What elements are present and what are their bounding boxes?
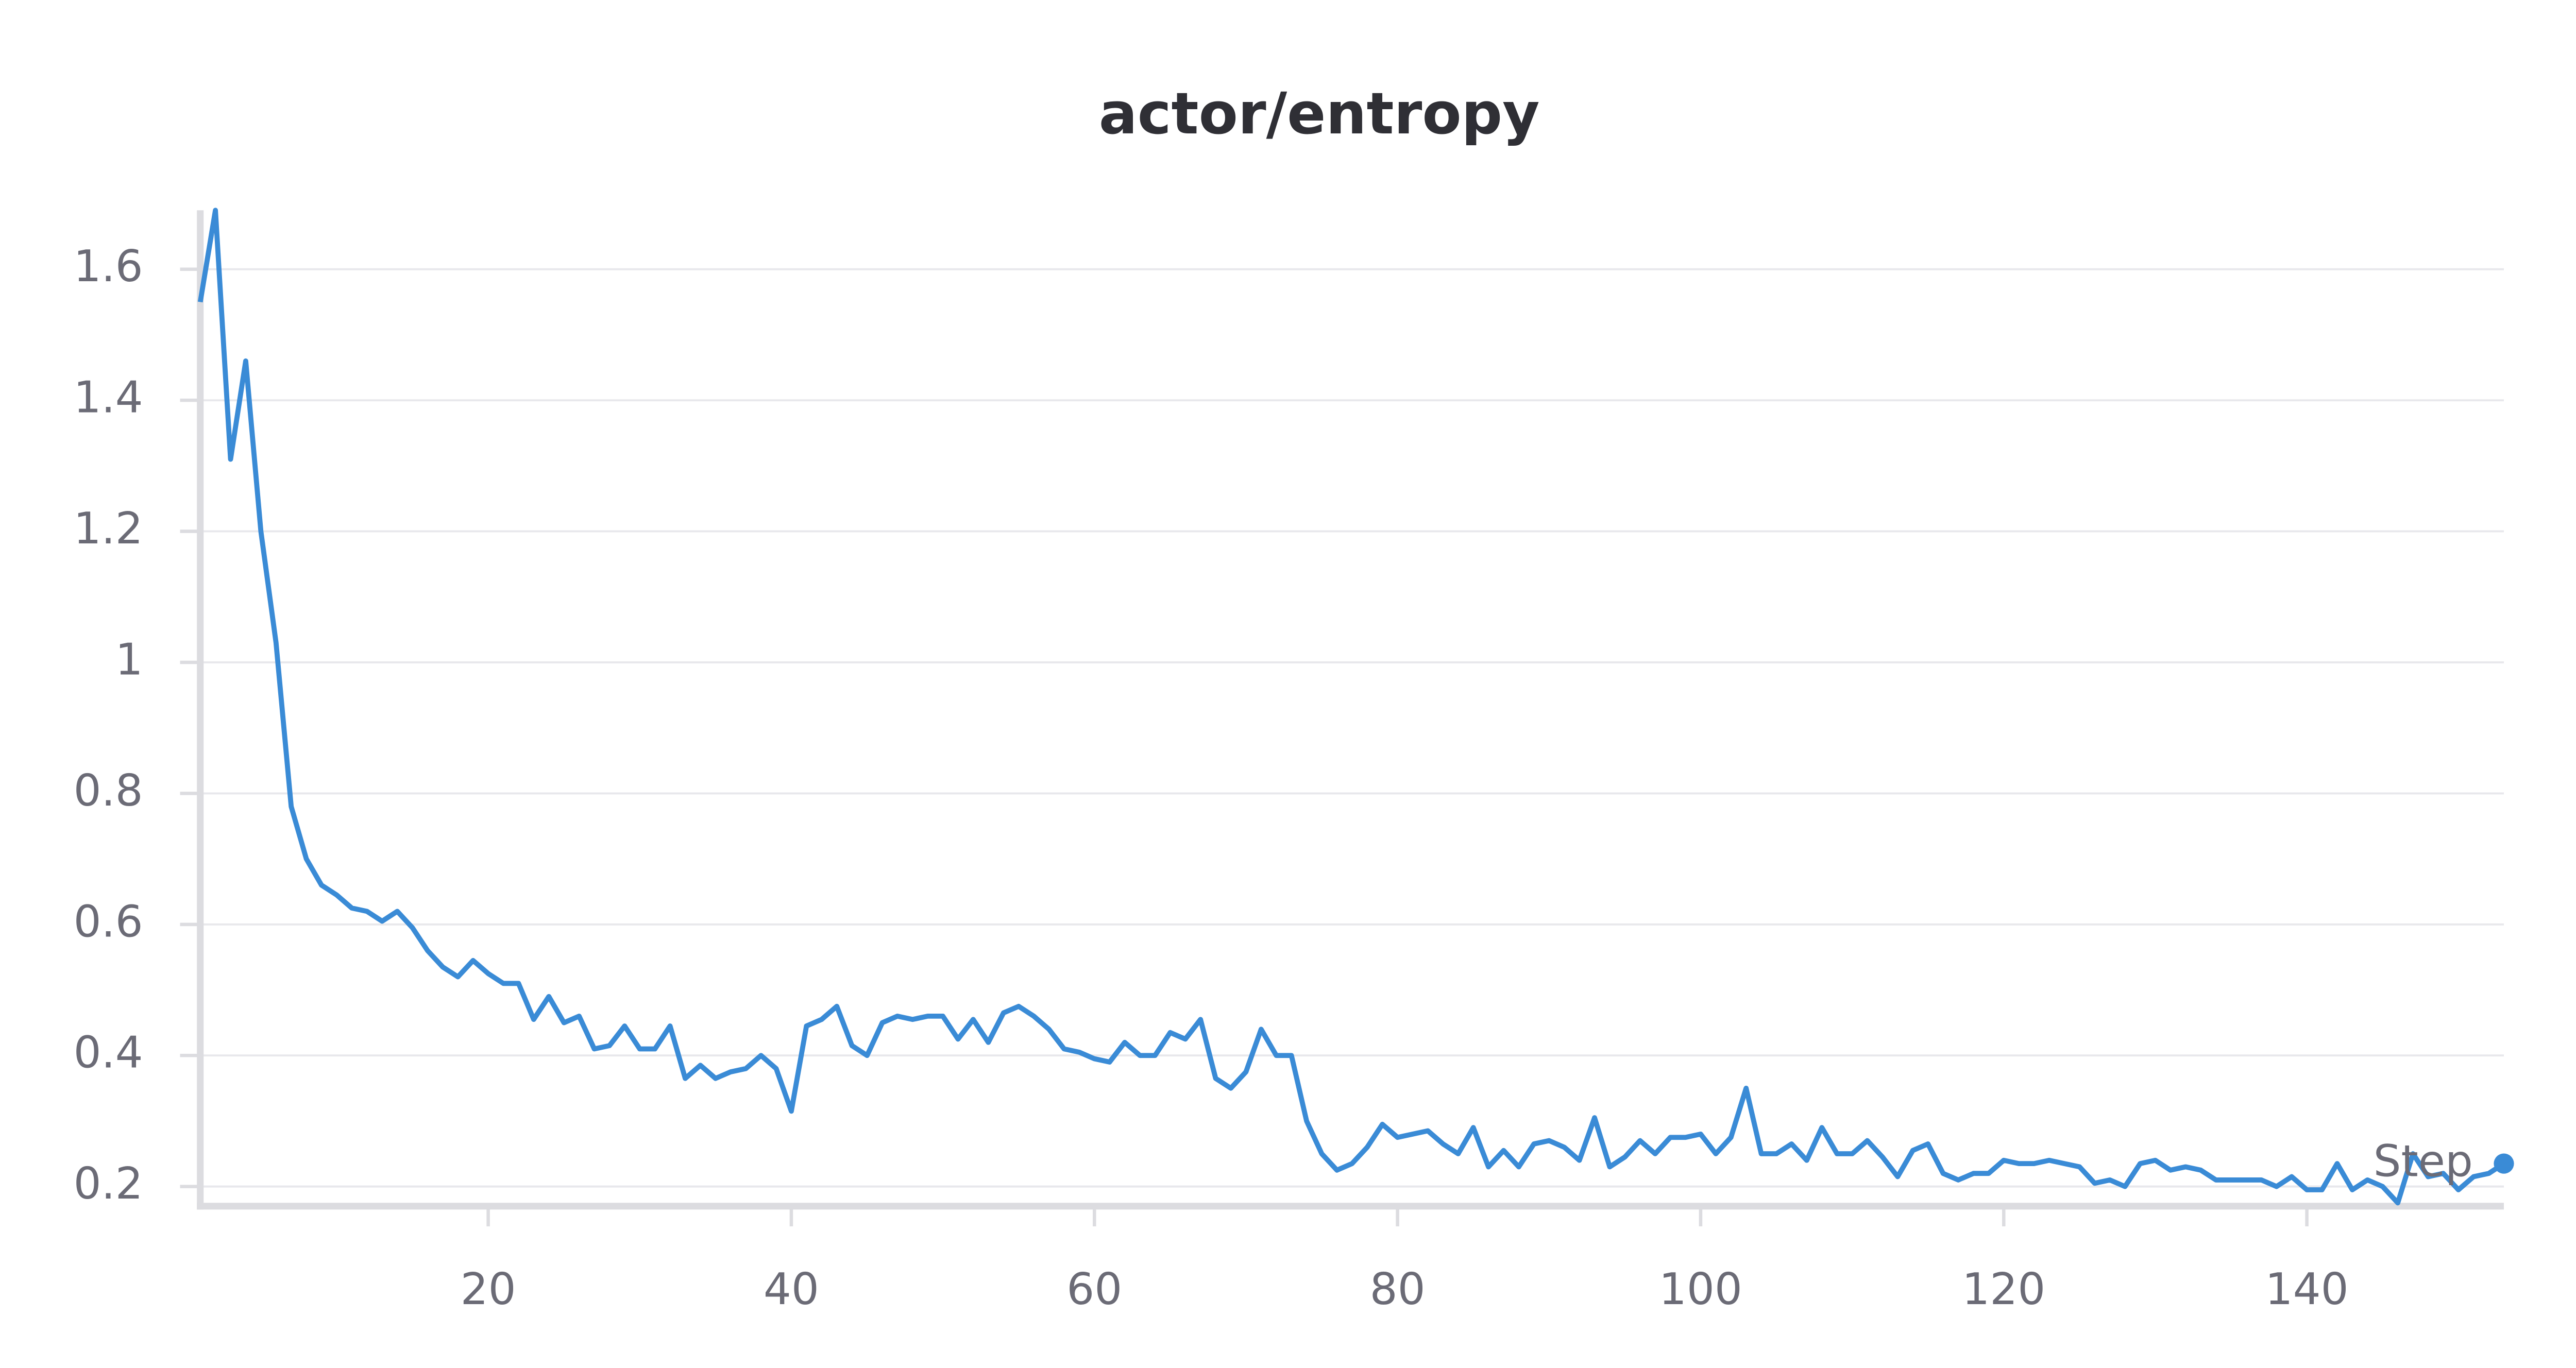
x-tick-label: 140 [2265,1264,2349,1315]
x-tick-label: 120 [1962,1264,2045,1315]
x-tick-label: 20 [461,1264,516,1315]
y-tick-label: 1.2 [74,503,143,554]
y-tick-label: 0.6 [74,896,143,947]
chart-title: actor/entropy [1099,81,1540,147]
y-tick-label: 1.6 [74,241,143,292]
y-tick-label: 0.4 [74,1028,143,1079]
x-tick-label: 80 [1370,1264,1426,1315]
y-tick-label: 0.8 [74,765,143,816]
y-tick-label: 1 [115,634,143,685]
x-axis-label: Step [2374,1136,2473,1187]
x-tick-label: 40 [764,1264,819,1315]
x-tick-label: 100 [1659,1264,1742,1315]
y-tick-label: 0.2 [74,1158,143,1209]
end-point [2494,1153,2514,1174]
x-tick-label: 60 [1066,1264,1122,1315]
y-tick-label: 1.4 [74,372,143,423]
line [197,208,2505,1206]
